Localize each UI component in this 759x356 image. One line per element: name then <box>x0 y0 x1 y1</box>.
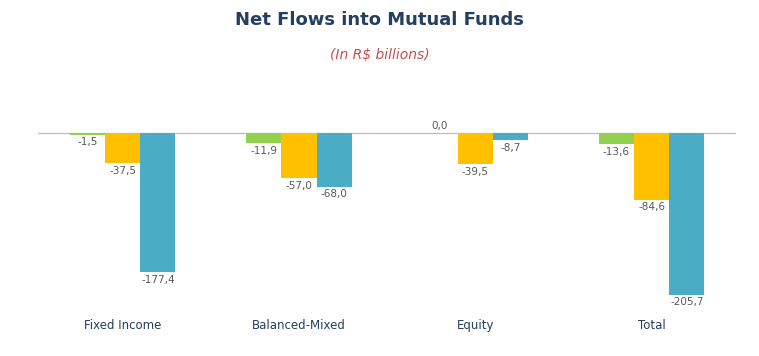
Text: -39,5: -39,5 <box>461 167 489 177</box>
Bar <box>140 134 175 272</box>
Bar <box>634 134 669 200</box>
Bar <box>282 134 317 178</box>
Bar <box>599 134 634 144</box>
Bar <box>458 134 493 164</box>
Bar <box>70 134 105 135</box>
Text: Net Flows into Mutual Funds: Net Flows into Mutual Funds <box>235 11 524 29</box>
Text: -205,7: -205,7 <box>670 297 704 307</box>
Text: -57,0: -57,0 <box>285 181 313 191</box>
Bar <box>317 134 352 187</box>
Text: 0,0: 0,0 <box>432 121 448 131</box>
Text: -1,5: -1,5 <box>77 137 97 147</box>
Text: -68,0: -68,0 <box>321 189 348 199</box>
Text: -11,9: -11,9 <box>250 146 277 156</box>
Bar <box>246 134 282 143</box>
Bar <box>493 134 528 140</box>
Bar <box>669 134 704 295</box>
Text: -177,4: -177,4 <box>141 275 175 285</box>
Text: (In R$ billions): (In R$ billions) <box>329 48 430 62</box>
Text: -13,6: -13,6 <box>603 147 630 157</box>
Text: -84,6: -84,6 <box>638 203 665 213</box>
Text: -37,5: -37,5 <box>109 166 136 176</box>
Bar <box>105 134 140 163</box>
Text: -8,7: -8,7 <box>500 143 521 153</box>
